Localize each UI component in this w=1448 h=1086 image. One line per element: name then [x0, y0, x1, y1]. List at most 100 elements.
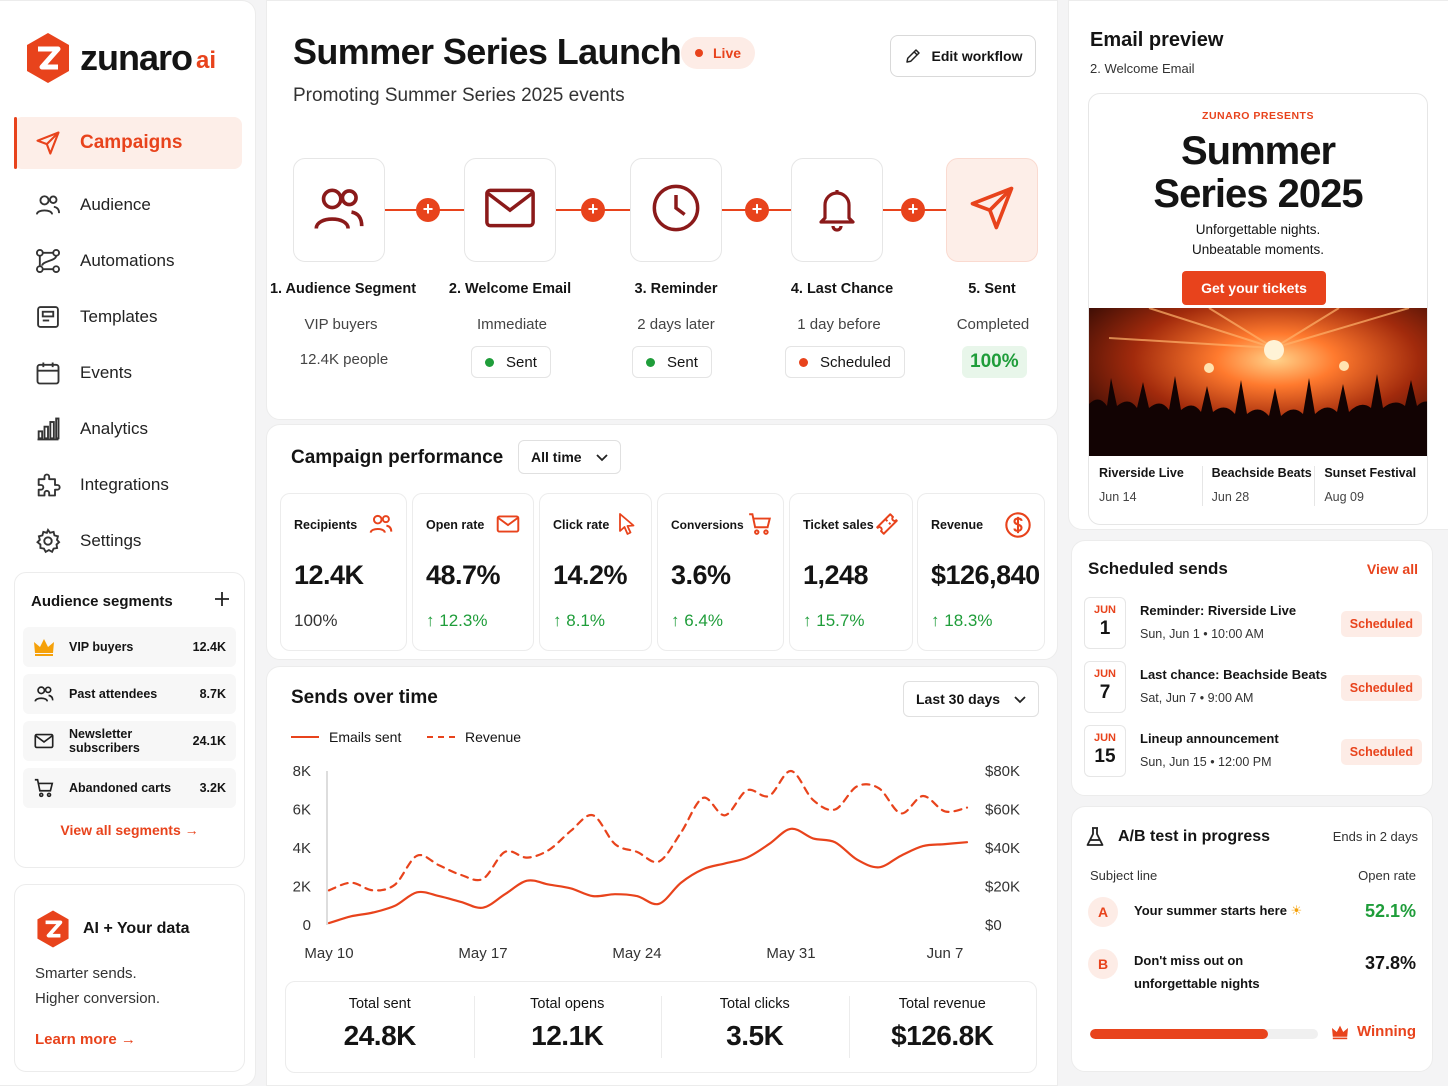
metric-card-recipients[interactable]: Recipients 12.4K 100% — [280, 493, 407, 651]
step-status-label: Sent — [667, 353, 698, 371]
event-date: Aug 09 — [1324, 490, 1364, 504]
scheduled-item[interactable]: JUN 7 Last chance: Beachside Beats Sat, J… — [1084, 661, 1422, 713]
cursor-icon — [615, 511, 639, 542]
step-label: 5. Sent — [968, 281, 1016, 297]
zunaro-logo-icon — [24, 31, 72, 85]
status-dot-icon — [485, 357, 494, 367]
metric-label: Open rate — [426, 518, 485, 532]
workflow-step-welcome-email[interactable] — [464, 158, 556, 262]
completion-percent-badge: 100% — [962, 346, 1027, 378]
workflow-step-sent[interactable] — [946, 158, 1038, 262]
nav-item-settings[interactable]: Settings — [14, 513, 242, 569]
live-dot-icon — [695, 49, 703, 57]
chart-range-select[interactable]: Last 30 days — [903, 681, 1040, 717]
legend-label: Revenue — [465, 729, 522, 745]
view-all-segments-link[interactable]: View all segments → — [15, 822, 244, 838]
concert-crowd-image — [1089, 308, 1427, 456]
get-tickets-button[interactable]: Get your tickets — [1182, 271, 1326, 305]
view-all-link[interactable]: View all — [1366, 561, 1418, 577]
range-value: All time — [531, 449, 582, 465]
status-badge: Scheduled — [1340, 611, 1422, 637]
nav-item-audience[interactable]: Audience — [14, 177, 242, 233]
step-status-label: Scheduled — [820, 353, 891, 371]
preview-subtitle: 2. Welcome Email — [1090, 61, 1195, 76]
email-event: Beachside Beats Jun 28 — [1201, 466, 1315, 506]
total-label: Total clicks — [719, 996, 790, 1012]
date-month: JUN — [1093, 668, 1116, 680]
metric-card-revenue[interactable]: Revenue $126,840 ↑ 18.3% — [917, 493, 1045, 651]
workflow-step-audience[interactable] — [293, 158, 385, 262]
scheduled-item[interactable]: JUN 15 Lineup announcement Sun, Jun 15 • … — [1084, 725, 1422, 777]
add-step-button[interactable]: + — [901, 198, 925, 222]
scheduled-item[interactable]: JUN 1 Reminder: Riverside Live Sun, Jun 1… — [1084, 597, 1422, 649]
email-preview-frame[interactable]: ZUNARO PRESENTS Summer Series 2025 Unfor… — [1088, 93, 1428, 525]
metric-delta-value: 6.4% — [684, 611, 723, 630]
segment-item[interactable]: Newsletter subscribers 24.1K — [23, 721, 236, 761]
puzzle-icon — [34, 471, 62, 499]
gear-icon — [34, 527, 62, 555]
metric-label: Ticket sales — [803, 518, 874, 532]
page-subtitle: Promoting Summer Series 2025 events — [293, 85, 625, 106]
segment-name: Past attendees — [69, 687, 158, 701]
metric-value: 12.4K — [294, 560, 364, 590]
nav-label: Settings — [80, 531, 142, 550]
metric-delta: ↑ 15.7% — [803, 611, 864, 631]
total-value: $126.8K — [891, 1020, 994, 1051]
nav-item-events[interactable]: Events — [14, 345, 242, 401]
metric-value: 1,248 — [803, 560, 869, 590]
segment-item[interactable]: Abandoned carts 3.2K — [23, 768, 236, 808]
workflow-step-reminder[interactable] — [630, 158, 722, 262]
event-name: Riverside Live — [1099, 466, 1184, 480]
add-step-button[interactable]: + — [416, 198, 440, 222]
calendar-icon — [34, 359, 62, 387]
metric-card-conversions[interactable]: Conversions 3.6% ↑ 6.4% — [657, 493, 784, 651]
nav-item-templates[interactable]: Templates — [14, 289, 242, 345]
nav-item-campaigns[interactable]: Campaigns — [14, 117, 242, 169]
scheduled-name: Lineup announcement — [1140, 731, 1279, 746]
workflow-step-last-chance[interactable] — [791, 158, 883, 262]
ai-card-title: AI + Your data — [83, 920, 190, 937]
metric-label: Conversions — [671, 518, 744, 532]
edit-workflow-button[interactable]: Edit workflow — [890, 35, 1036, 77]
segment-name: Newsletter subscribers — [69, 727, 140, 755]
step-label: 1. Audience Segment — [269, 281, 417, 297]
series-line-revenue — [327, 769, 969, 892]
nav-item-integrations[interactable]: Integrations — [14, 457, 242, 513]
y-tick-label-right: $20K — [985, 879, 1020, 896]
add-segment-icon[interactable] — [214, 591, 230, 611]
winning-indicator: Winning — [1331, 1023, 1416, 1040]
add-step-button[interactable]: + — [581, 198, 605, 222]
nav-item-analytics[interactable]: Analytics — [14, 401, 242, 457]
event-date: Jun 14 — [1099, 490, 1137, 504]
metric-label: Revenue — [931, 518, 984, 532]
date-month: JUN — [1093, 732, 1116, 744]
metric-card-click-rate[interactable]: Click rate 14.2% ↑ 8.1% — [539, 493, 652, 651]
email-headline-line1: Summer — [1180, 129, 1336, 173]
email-headline: Summer Series 2025 — [1089, 130, 1427, 216]
email-tagline: Unforgettable nights. Unbeatable moments… — [1089, 220, 1427, 260]
main-nav: Campaigns Audience Automations Templates… — [14, 117, 242, 569]
performance-range-select[interactable]: All time — [518, 440, 621, 474]
total-revenue: Total revenue $126.8K — [848, 982, 1037, 1072]
status-badge: Scheduled — [1340, 675, 1422, 701]
metric-card-ticket-sales[interactable]: Ticket sales 1,248 ↑ 15.7% — [789, 493, 913, 651]
metric-delta-value: 18.3% — [944, 611, 993, 630]
segment-item[interactable]: Past attendees 8.7K — [23, 674, 236, 714]
metric-delta: ↑ 18.3% — [931, 611, 992, 631]
segments-title: Audience segments — [31, 592, 173, 610]
x-tick-label: May 10 — [304, 945, 353, 962]
variant-b-rate: 37.8% — [1364, 953, 1416, 973]
add-step-button[interactable]: + — [745, 198, 769, 222]
legend-item-emails: Emails sent — [291, 729, 401, 745]
sends-over-time-card: Sends over time Last 30 days Emails sent… — [266, 666, 1058, 1086]
email-preview-card: Email preview 2. Welcome Email ZUNARO PR… — [1068, 0, 1448, 530]
segment-item[interactable]: VIP buyers 12.4K — [23, 627, 236, 667]
learn-more-link[interactable]: Learn more → — [35, 1031, 136, 1048]
variant-a-subject: Your summer starts here ☀ — [1134, 899, 1302, 922]
send-icon — [966, 182, 1018, 239]
brand-logo[interactable]: zunaro ai — [24, 31, 216, 85]
step-sub: 2 days later — [637, 316, 715, 333]
metric-card-open-rate[interactable]: Open rate 48.7% ↑ 12.3% — [412, 493, 534, 651]
bell-icon — [813, 182, 861, 239]
nav-item-automations[interactable]: Automations — [14, 233, 242, 289]
